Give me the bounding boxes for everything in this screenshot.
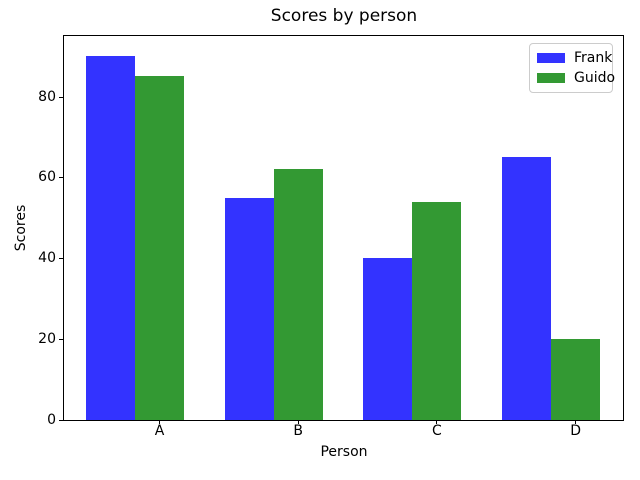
y-tick-mark-80 [59,96,63,98]
x-tick-label-a: A [154,423,165,439]
bar-guido-a [135,76,184,420]
x-axis-label: Person [320,444,368,460]
bar-frank-b [224,197,274,420]
bar-guido-d [551,339,601,420]
bar-frank-c [363,258,413,420]
legend-item-guido: Guido [537,68,615,88]
x-tick-label-d: D [570,423,581,439]
y-tick-label-80: 80 [38,88,56,105]
y-tick-label-20: 20 [38,331,56,348]
legend-label-frank: Frank [574,50,613,66]
legend: Frank Guido [529,43,615,93]
plot-area: Frank Guido A B C D 0 20 40 60 80 [38,35,624,439]
legend-label-guido: Guido [574,70,616,86]
bar-frank-d [502,157,552,420]
x-tick-mark-c [436,420,438,424]
y-tick-label-0: 0 [47,412,56,428]
x-tick-label-c: C [432,423,442,439]
y-tick-mark-0 [59,420,63,421]
y-tick-label-60: 60 [38,169,56,186]
legend-item-frank: Frank [537,48,612,68]
bar-guido-b [273,169,323,420]
legend-swatch-guido [537,73,565,83]
x-tick-mark-b [297,420,299,424]
bar-frank-a [86,56,135,420]
x-tick-mark-d [575,420,577,424]
x-tick-label-b: B [293,423,303,439]
bar-guido-c [412,201,462,420]
y-tick-mark-40 [59,258,63,260]
x-tick-mark-a [159,420,160,424]
y-tick-mark-60 [59,177,63,179]
legend-swatch-frank [537,53,565,63]
y-axis-label: Scores [13,204,29,252]
chart-title: Scores by person [270,6,418,26]
y-tick-label-40: 40 [38,250,56,267]
y-tick-mark-20 [59,339,63,341]
